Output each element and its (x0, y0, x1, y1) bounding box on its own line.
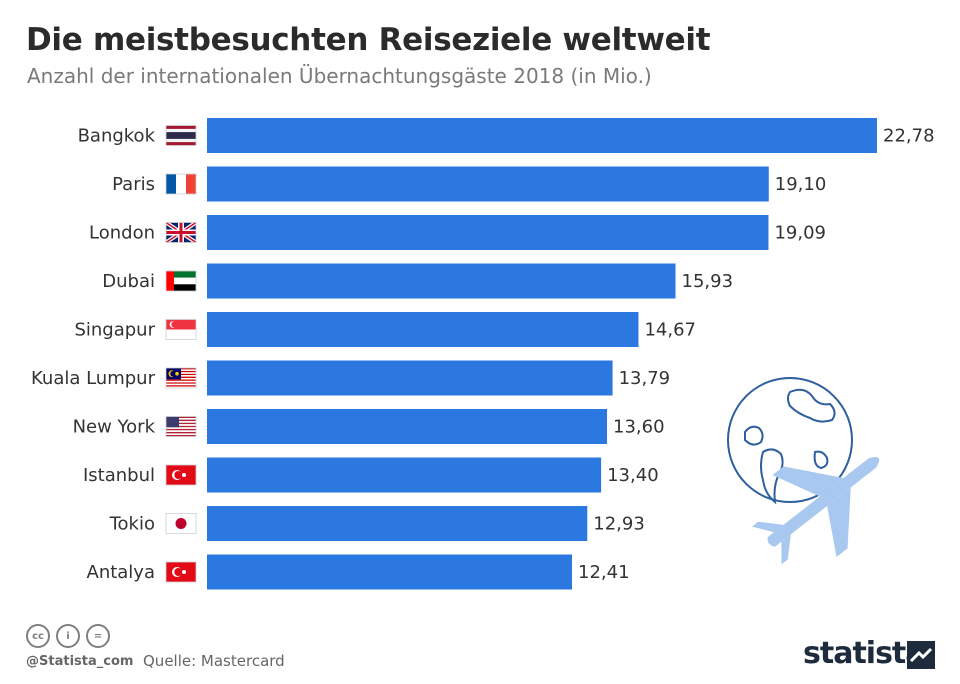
category-label: London (89, 223, 155, 244)
uk-flag-icon (164, 220, 198, 245)
bar-new-york (207, 409, 607, 444)
bar-singapur (207, 312, 639, 347)
value-label: 19,10 (775, 174, 827, 195)
chart-subtitle: Anzahl der internationalen Übernachtungs… (27, 64, 652, 88)
category-label: Istanbul (83, 465, 155, 486)
bar-istanbul (207, 457, 602, 493)
value-label: 12,93 (593, 514, 645, 535)
bar-london (207, 215, 769, 250)
bar-chart: 22,78 Bangkok 19,10 Paris 19,09 London 15,93 Du… (31, 118, 935, 590)
statista-handle[interactable]: @Statista_com (26, 654, 134, 669)
value-label: 13,79 (619, 368, 671, 389)
bar-paris (207, 166, 769, 202)
cc-icon: cc (26, 624, 50, 648)
chart-title: Die meistbesuchten Reiseziele weltweit (26, 22, 711, 58)
value-label: 14,67 (644, 320, 696, 341)
category-label: Bangkok (78, 126, 156, 147)
malaysia-flag-icon (165, 367, 197, 389)
category-label: Kuala Lumpur (31, 368, 156, 389)
category-label: Paris (112, 174, 155, 195)
bar-bangkok (207, 118, 877, 153)
turkey-flag-icon (165, 561, 197, 583)
category-label: Tokio (109, 514, 155, 535)
airplane-icon (751, 457, 880, 565)
usa-flag-icon (165, 416, 197, 437)
travel-illustration (727, 377, 880, 565)
turkey-flag-icon (165, 464, 197, 486)
thailand-flag-icon (165, 125, 197, 146)
value-label: 13,60 (613, 417, 665, 438)
singapore-flag-icon (165, 319, 197, 340)
bar-dubai (207, 263, 676, 299)
france-flag-icon (165, 173, 197, 195)
category-label: Dubai (102, 271, 155, 292)
bar-kuala-lumpur (207, 360, 613, 396)
bar-tokio (207, 506, 588, 541)
globe-icon (727, 377, 853, 505)
by-icon: i (56, 624, 80, 648)
category-label: Singapur (74, 320, 155, 341)
source-note: Quelle: Mastercard (143, 652, 285, 670)
uae-flag-icon (165, 270, 197, 292)
statista-logo-mark (907, 641, 935, 669)
value-label: 12,41 (578, 562, 630, 583)
value-label: 13,40 (607, 465, 659, 486)
nd-icon: = (86, 624, 110, 648)
value-label: 19,09 (774, 223, 826, 244)
license-icons: cc i = (26, 624, 110, 648)
value-label: 15,93 (682, 271, 734, 292)
japan-flag-icon (165, 513, 197, 534)
category-label: New York (73, 417, 156, 438)
statista-logo[interactable]: statista (803, 636, 926, 671)
bar-antalya (207, 554, 572, 590)
category-label: Antalya (87, 562, 156, 583)
value-label: 22,78 (883, 126, 935, 147)
